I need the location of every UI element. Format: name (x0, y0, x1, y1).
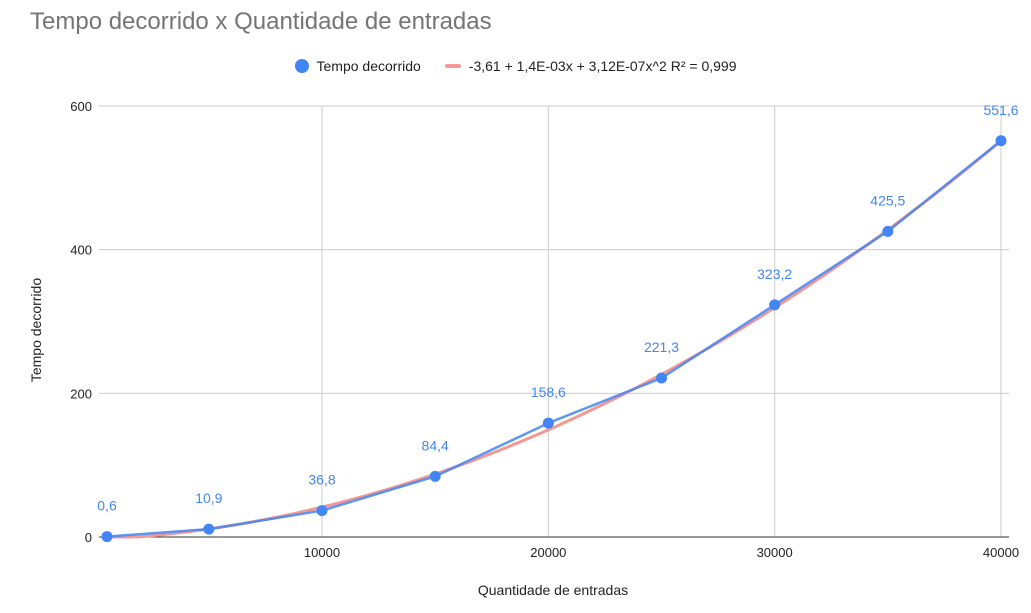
data-point (542, 417, 554, 429)
data-label: 323,2 (757, 266, 792, 282)
data-point (316, 505, 328, 517)
x-axis-title: Quantidade de entradas (478, 582, 628, 598)
chart-title: Tempo decorrido x Quantidade de entradas (30, 8, 492, 35)
legend-marker-line (444, 64, 461, 68)
data-label: 10,9 (195, 490, 222, 506)
data-point (656, 372, 668, 384)
data-label: 0,6 (97, 498, 117, 514)
data-label: 84,4 (422, 437, 449, 453)
y-tick-label: 400 (70, 243, 92, 258)
legend-label-series: Tempo decorrido (316, 58, 421, 74)
grid-layer (99, 105, 1009, 537)
x-tick-label: 30000 (757, 545, 793, 560)
legend-item-series[interactable]: Tempo decorrido (294, 58, 421, 74)
legend-label-trendline: -3,61 + 1,4E-03x + 3,12E-07x^2 R² = 0,99… (468, 58, 737, 74)
data-point (429, 470, 441, 482)
y-tick-label: 600 (70, 99, 92, 114)
y-tick-label: 200 (70, 386, 92, 401)
data-point (101, 531, 113, 543)
data-point (769, 299, 781, 311)
data-point (203, 523, 215, 535)
legend: Tempo decorrido -3,61 + 1,4E-03x + 3,12E… (0, 58, 1031, 74)
data-point (882, 225, 894, 237)
series-layer (101, 135, 1007, 543)
y-axis-title: Tempo decorrido (28, 278, 44, 382)
y-tick-label: 0 (85, 530, 92, 545)
x-tick-label: 20000 (530, 545, 566, 560)
axis-layer: 0 200 400 600 10000 20000 30000 40000 (70, 99, 1019, 560)
data-label: 551,6 (983, 102, 1018, 118)
data-label: 221,3 (644, 339, 679, 355)
data-label: 158,6 (531, 384, 566, 400)
data-label: 36,8 (308, 472, 335, 488)
legend-marker-dot (294, 59, 309, 73)
series-line (106, 139, 1002, 538)
x-tick-label: 40000 (983, 545, 1019, 560)
data-label-layer: 0,6 10,9 36,8 84,4 158,6 221,3 323,2 425,5 551,6 (97, 102, 1018, 514)
data-point (995, 135, 1007, 147)
trendline (105, 139, 1003, 539)
data-label: 425,5 (870, 192, 905, 208)
x-tick-label: 10000 (304, 545, 340, 560)
legend-item-trendline[interactable]: -3,61 + 1,4E-03x + 3,12E-07x^2 R² = 0,99… (444, 58, 737, 74)
trendline-layer (105, 139, 1003, 539)
